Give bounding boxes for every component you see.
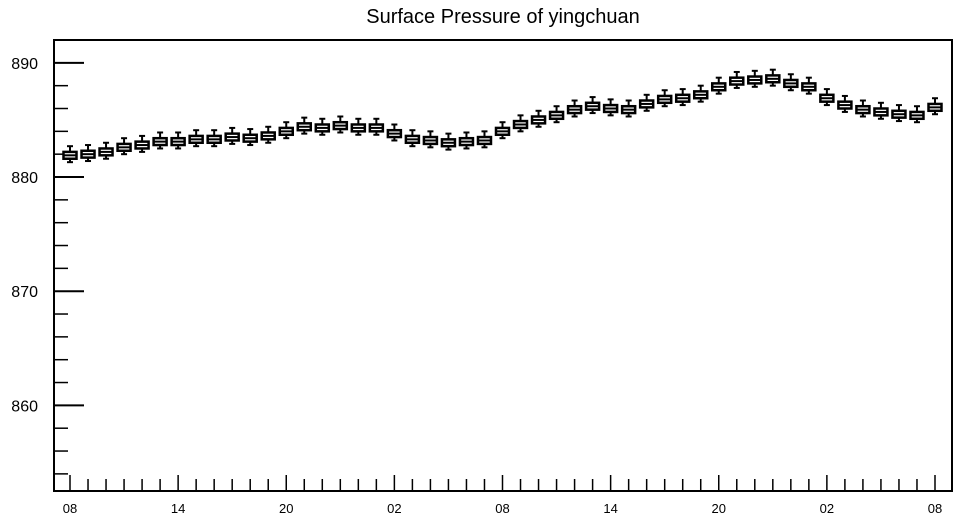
box-plot xyxy=(566,99,583,118)
x-tick-label: 14 xyxy=(603,501,617,516)
box-plot xyxy=(350,117,367,136)
box-plot xyxy=(638,93,655,112)
box-plot xyxy=(891,104,907,123)
plot-frame xyxy=(53,39,953,492)
box-plot xyxy=(602,98,619,117)
box-plot xyxy=(476,130,493,149)
x-tick-label: 08 xyxy=(928,501,942,516)
box-plot xyxy=(747,69,763,88)
box-plot xyxy=(909,105,925,124)
chart-title: Surface Pressure of yingchuan xyxy=(366,6,640,28)
box-plot xyxy=(170,131,186,150)
x-tick-label: 08 xyxy=(495,501,509,516)
box-plot xyxy=(116,137,132,156)
x-tick-label: 08 xyxy=(63,501,77,516)
box-plot xyxy=(494,121,511,140)
box-plot xyxy=(512,114,529,133)
box-plot xyxy=(440,132,457,151)
box-plot xyxy=(765,68,781,87)
box-plot xyxy=(242,128,258,147)
box-plot xyxy=(692,84,709,103)
x-tick-label: 14 xyxy=(171,501,185,516)
y-tick-label: 860 xyxy=(11,398,38,415)
box-plot xyxy=(152,131,168,150)
x-axis: 08 14 20 02 08 14 20 02 08 xyxy=(63,475,942,516)
box-plot xyxy=(332,115,349,134)
box-plot xyxy=(422,130,439,149)
box-plot xyxy=(620,99,637,118)
y-tick-label: 870 xyxy=(11,284,38,301)
box-plot xyxy=(783,73,799,92)
box-plot xyxy=(314,117,331,136)
box-plot xyxy=(260,125,276,144)
box-plot xyxy=(873,101,889,120)
box-series xyxy=(62,68,943,164)
x-tick-label: 20 xyxy=(712,501,726,516)
box-plot xyxy=(386,123,403,142)
box-plot xyxy=(584,96,601,115)
box-plot xyxy=(134,134,150,153)
box-plot xyxy=(801,76,817,95)
box-plot xyxy=(819,88,835,107)
box-plot xyxy=(674,88,691,107)
box-plot xyxy=(368,117,385,136)
box-plot xyxy=(458,131,475,150)
y-tick-label: 890 xyxy=(11,56,38,73)
box-plot xyxy=(224,126,240,145)
x-tick-label: 02 xyxy=(387,501,401,516)
box-plot xyxy=(837,94,853,113)
box-plot xyxy=(855,99,871,118)
box-plot xyxy=(278,121,294,140)
box-plot xyxy=(80,144,96,163)
box-plot xyxy=(206,129,222,148)
y-tick-label: 880 xyxy=(11,170,38,187)
x-tick-label: 20 xyxy=(279,501,293,516)
box-plot xyxy=(729,70,745,89)
box-plot xyxy=(548,105,565,124)
box-plot xyxy=(98,141,114,160)
x-tick-label: 02 xyxy=(820,501,834,516)
box-plot xyxy=(404,129,421,148)
box-plot xyxy=(656,89,673,108)
box-plot xyxy=(927,97,943,116)
y-axis: 860 870 880 890 xyxy=(11,56,84,475)
box-plot xyxy=(296,116,313,135)
box-plot xyxy=(188,129,204,148)
box-plot xyxy=(530,109,547,128)
box-plot xyxy=(62,145,78,164)
box-plot xyxy=(711,76,727,95)
